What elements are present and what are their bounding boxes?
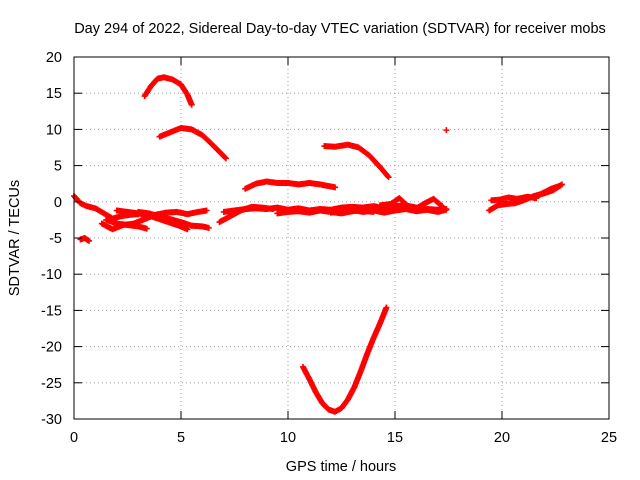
- data-point: [205, 224, 212, 231]
- x-tick-label: 20: [494, 430, 510, 446]
- data-point: [203, 207, 210, 214]
- grid: [74, 57, 609, 419]
- series-low-1: [71, 193, 142, 222]
- y-axis-label: SDTVAR / TECUs: [7, 180, 23, 296]
- series-arc-high-1: [141, 74, 195, 108]
- data-point: [143, 225, 150, 232]
- y-tick-label: -10: [41, 267, 62, 283]
- x-tick-label: 15: [387, 430, 403, 446]
- series-low-6: [103, 216, 150, 232]
- series-low-10: [377, 195, 446, 212]
- series-late-2: [488, 193, 540, 204]
- data-point: [332, 184, 339, 191]
- x-tick-label: 0: [70, 430, 78, 446]
- y-tick-label: -30: [41, 412, 62, 428]
- data-point: [385, 174, 392, 181]
- series-arc-mid-2: [321, 141, 392, 181]
- series-low-5: [113, 207, 191, 233]
- series-arc-mid-1: [242, 178, 339, 192]
- y-tick-label: 20: [46, 50, 62, 66]
- data-point: [370, 208, 377, 215]
- series-low-2: [77, 235, 92, 244]
- x-tick-label: 5: [177, 430, 185, 446]
- x-axis-label: GPS time / hours: [286, 459, 396, 475]
- data-point: [443, 206, 450, 213]
- series-late-3: [531, 182, 563, 201]
- data-point: [556, 182, 563, 189]
- y-tick-label: 0: [54, 195, 62, 211]
- y-tick-label: 15: [46, 86, 62, 102]
- y-tick-label: -5: [49, 231, 62, 247]
- data-point: [384, 173, 391, 180]
- data-point: [222, 155, 229, 162]
- x-tick-label: 10: [280, 430, 296, 446]
- series-arc-high-2: [156, 124, 229, 162]
- chart-title: Day 294 of 2022, Sidereal Day-to-day VTE…: [74, 21, 606, 37]
- data-point: [184, 226, 191, 233]
- y-tick-label: -25: [41, 376, 62, 392]
- data-point: [85, 237, 92, 244]
- data-point: [383, 304, 390, 311]
- y-tick-label: -20: [41, 340, 62, 356]
- x-tick-label: 25: [601, 430, 617, 446]
- data-point: [438, 202, 445, 209]
- data-point: [443, 127, 450, 134]
- axis-ticks: 0 5 10 15 20 25 20 15 10 5 0 -5 -10 -15 -20 -25 -30: [41, 50, 617, 446]
- y-tick-label: -15: [41, 303, 62, 319]
- data-point: [439, 203, 446, 210]
- y-tick-label: 10: [46, 122, 62, 138]
- data-point: [221, 154, 228, 161]
- y-tick-label: 5: [54, 159, 62, 175]
- series-dip: [299, 304, 390, 415]
- series-isolated-point: [443, 127, 450, 134]
- data-point: [188, 101, 195, 108]
- series-low-11: [274, 207, 377, 217]
- data-points: [71, 74, 565, 415]
